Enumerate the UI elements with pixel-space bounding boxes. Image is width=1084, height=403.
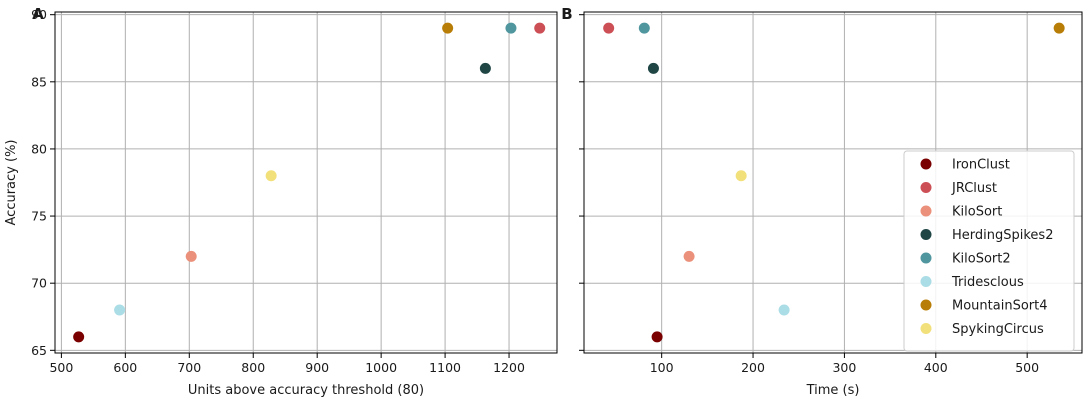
y-tick-label: 65: [31, 343, 47, 358]
x-tick-label: 1100: [429, 360, 461, 375]
legend-label: SpykingCircus: [952, 322, 1044, 337]
data-point: [479, 62, 491, 74]
y-axis-label: Accuracy (%): [4, 140, 19, 226]
y-tick-label: 85: [31, 74, 47, 89]
legend-marker: [920, 276, 932, 287]
x-tick-label: 300: [832, 360, 856, 375]
data-point: [603, 22, 615, 34]
panel-b: 100 200 300 400 500 Time (s) B IronClust JRClust…: [561, 5, 1083, 398]
x-axis-label: Time (s): [806, 383, 860, 398]
data-point: [505, 22, 517, 34]
legend-marker: [920, 299, 932, 311]
y-tick-label: 75: [31, 209, 47, 224]
data-point: [442, 22, 454, 34]
legend: IronClust JRClust KiloSort HerdingSpikes2 Ki…: [903, 150, 1075, 352]
x-tick-label: 1200: [493, 360, 525, 375]
legend-label: IronClust: [952, 158, 1010, 173]
data-point: [647, 62, 659, 74]
legend-marker: [920, 252, 932, 264]
y-tick-label: 70: [31, 276, 47, 291]
legend-label: KiloSort2: [952, 252, 1011, 267]
data-point: [778, 304, 790, 316]
legend-marker: [920, 158, 932, 170]
legend-marker: [920, 205, 932, 217]
data-point: [73, 331, 85, 343]
x-tick-label: 900: [305, 360, 329, 375]
x-tick-label: 1000: [365, 360, 397, 375]
legend-marker: [920, 229, 932, 240]
x-tick-label: 500: [1015, 360, 1039, 375]
legend-label: Tridesclous: [951, 275, 1024, 290]
plot-frame: [583, 11, 1083, 354]
data-point: [1053, 22, 1065, 34]
y-tick-label: 90: [31, 7, 47, 22]
panel-a: 500 600 700 800 900 1000 1100 1200 65 70 75 80 85 90 U…: [4, 5, 558, 398]
data-point: [638, 22, 650, 34]
x-tick-label: 700: [177, 360, 201, 375]
data-point: [735, 170, 747, 182]
data-point: [114, 304, 126, 316]
x-tick-label: 400: [924, 360, 948, 375]
x-tick-label: 600: [113, 360, 137, 375]
legend-label: JRClust: [951, 181, 997, 196]
y-tick-label: 80: [31, 141, 47, 156]
x-tick-label: 500: [49, 360, 73, 375]
legend-marker: [920, 182, 932, 193]
legend-label: MountainSort4: [952, 299, 1047, 314]
x-tick-label: 100: [650, 360, 674, 375]
x-tick-label: 200: [741, 360, 765, 375]
panel-letter: B: [561, 5, 572, 23]
legend-box: [903, 150, 1075, 352]
data-point: [185, 250, 197, 262]
legend-label: HerdingSpikes2: [952, 228, 1053, 243]
data-point: [265, 170, 277, 182]
data-point: [651, 331, 663, 343]
plot-frame: [54, 11, 558, 354]
x-axis-label: Units above accuracy threshold (80): [188, 383, 424, 398]
data-point: [534, 22, 546, 34]
panel-letter: A: [32, 5, 44, 23]
legend-label: KiloSort: [952, 205, 1002, 220]
x-tick-label: 800: [241, 360, 265, 375]
data-point: [683, 250, 695, 262]
legend-marker: [920, 323, 932, 334]
